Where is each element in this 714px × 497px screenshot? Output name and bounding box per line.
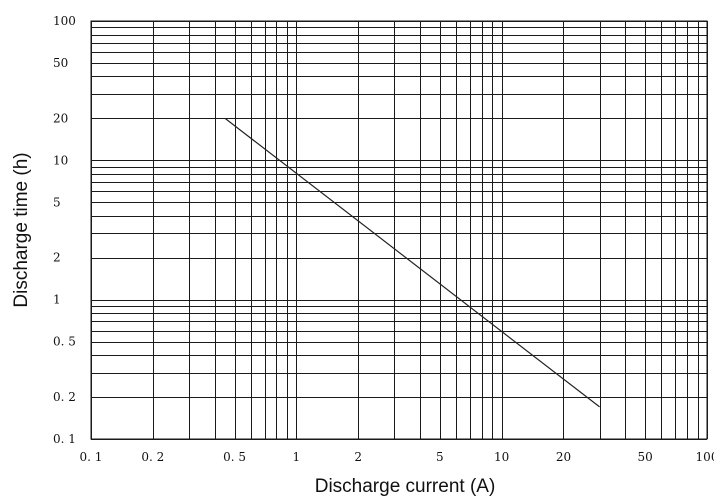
y-tick-label: 100: [53, 14, 76, 28]
y-tick-label: 0. 5: [53, 335, 76, 349]
y-tick-label: 20: [53, 111, 68, 125]
x-tick-label: 1: [293, 450, 301, 464]
y-tick-label: 50: [53, 56, 68, 70]
y-tick-label: 10: [53, 153, 68, 167]
x-axis-label: Discharge current (A): [315, 476, 496, 497]
y-tick-label: 0. 2: [53, 390, 76, 404]
y-tick-labels: 0. 1 0. 2 0. 5 1 2 5 10 20 50 100: [53, 14, 76, 446]
x-tick-label: 20: [556, 450, 571, 464]
x-tick-labels: 0. 1 0. 2 0. 5 1 2 5 10 20 50 100: [80, 450, 714, 464]
discharge-curve-line: [224, 117, 600, 408]
y-tick-label: 1: [53, 293, 61, 307]
y-tick-label: 0. 1: [53, 432, 76, 446]
x-tick-label: 5: [436, 450, 444, 464]
grid-lines: [91, 21, 708, 440]
y-tick-label: 2: [53, 251, 61, 265]
x-tick-label: 2: [354, 450, 362, 464]
x-tick-label: 0. 5: [223, 450, 246, 464]
plot-frame: [90, 20, 708, 440]
x-tick-label: 10: [494, 450, 509, 464]
y-axis-label: Discharge time (h): [11, 152, 32, 307]
y-tick-label: 5: [53, 195, 61, 209]
x-tick-label: 0. 1: [80, 450, 103, 464]
series-lines: [224, 117, 600, 408]
x-tick-label: 100: [696, 450, 714, 464]
x-tick-label: 50: [638, 450, 653, 464]
x-tick-label: 0. 2: [141, 450, 164, 464]
